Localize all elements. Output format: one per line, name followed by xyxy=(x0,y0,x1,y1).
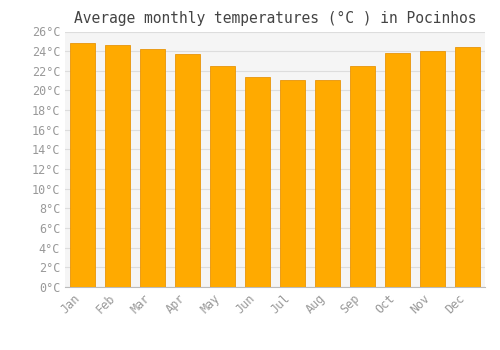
Bar xyxy=(315,80,340,287)
Bar xyxy=(140,49,165,287)
Bar xyxy=(245,77,270,287)
Bar xyxy=(175,54,200,287)
Title: Average monthly temperatures (°C ) in Pocinhos: Average monthly temperatures (°C ) in Po… xyxy=(74,11,476,26)
Bar xyxy=(70,43,95,287)
Bar xyxy=(210,66,235,287)
Bar xyxy=(280,80,305,287)
Bar xyxy=(385,53,410,287)
Bar xyxy=(350,66,375,287)
Bar xyxy=(105,45,130,287)
Bar xyxy=(455,47,480,287)
Bar xyxy=(420,51,445,287)
